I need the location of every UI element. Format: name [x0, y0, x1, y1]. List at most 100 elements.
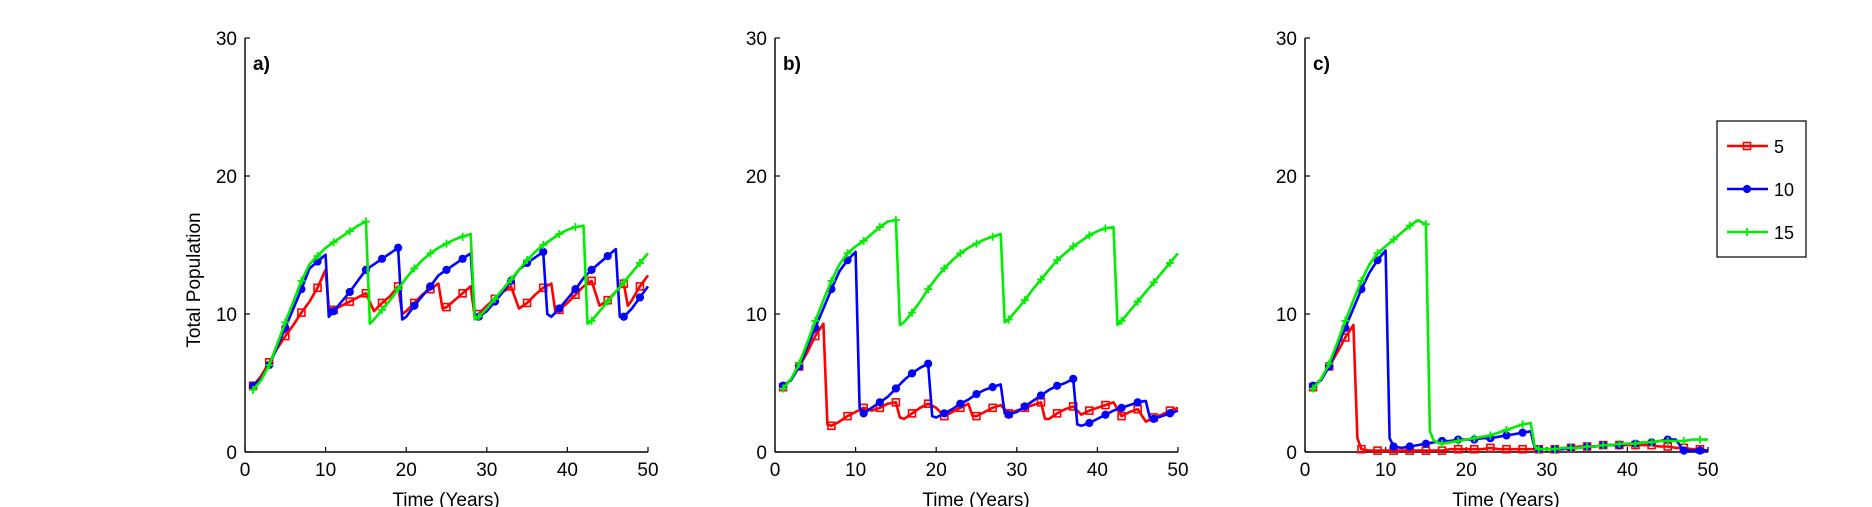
series-10-point	[1421, 439, 1431, 448]
legend-marker-10	[1742, 184, 1752, 194]
x-tick-label: 0	[1300, 460, 1311, 481]
panel-a-label: a)	[253, 54, 270, 75]
x-tick-label: 50	[1697, 460, 1718, 481]
series-15-point	[394, 285, 403, 294]
series-10-point	[442, 265, 451, 274]
series-10-point	[1133, 398, 1142, 407]
series-15-point	[1149, 278, 1158, 287]
panel-b-label: b)	[783, 54, 801, 75]
legend-marker-15	[1743, 228, 1751, 236]
series-10-point	[539, 247, 548, 256]
series-5-point	[1486, 443, 1495, 453]
series-15-point	[378, 305, 387, 314]
series-5-point	[522, 298, 532, 308]
panel-c-x-axis-title: Time (Years)	[1452, 490, 1559, 507]
series-5-line	[782, 322, 1179, 428]
y-tick-label: 10	[746, 305, 767, 326]
series-10-point	[635, 293, 645, 302]
y-tick-label: 30	[746, 29, 767, 50]
series-15-point	[1631, 439, 1640, 448]
x-tick-label: 10	[315, 460, 336, 481]
series-15-point	[345, 227, 354, 236]
series-15-point	[1165, 258, 1174, 267]
series-15-point	[1020, 296, 1029, 305]
series-15-point	[1101, 224, 1110, 233]
series-5-point	[972, 411, 981, 421]
panel-a: a) Time (Years) Total Population 0 10 20 30…	[184, 29, 659, 507]
series-15-point	[635, 258, 644, 267]
series-10-point	[1101, 410, 1110, 419]
series-15-point	[1534, 445, 1543, 454]
legend-label-15: 15	[1774, 223, 1794, 243]
legend-label-10: 10	[1774, 180, 1794, 200]
series-10-point	[619, 312, 628, 321]
y-tick-label: 0	[756, 443, 767, 464]
series-10-point	[587, 265, 596, 274]
x-tick-label: 30	[476, 460, 497, 481]
series-10-point	[329, 307, 338, 316]
series-5-point	[1085, 406, 1094, 415]
series-15-point	[1133, 297, 1142, 306]
series-15-point	[442, 239, 451, 248]
series-5-line	[252, 268, 650, 387]
series-15-point	[940, 264, 949, 273]
x-tick-label: 20	[926, 460, 947, 481]
series-5-point	[891, 398, 901, 407]
series-15-point	[1085, 231, 1094, 240]
series-15-point	[1470, 434, 1479, 443]
x-tick-label: 0	[770, 460, 781, 481]
panel-a-x-axis-title: Time (Years)	[392, 490, 499, 507]
x-tick-label: 50	[637, 460, 658, 481]
series-15-point	[1036, 275, 1045, 284]
x-tick-label: 20	[1456, 460, 1477, 481]
series-5-point	[907, 409, 917, 418]
series-15-point	[956, 249, 965, 258]
series-15-line	[252, 220, 649, 391]
y-tick-label: 20	[746, 167, 767, 188]
series-10-point	[458, 254, 467, 263]
series-15-point	[1325, 359, 1334, 368]
series-15-point	[891, 216, 900, 225]
series-15-point	[1421, 220, 1430, 229]
x-tick-label: 50	[1167, 460, 1188, 481]
series-10-point	[940, 409, 949, 418]
series-15-point	[1389, 235, 1398, 244]
series-10-point	[571, 285, 580, 294]
series-15-point	[1599, 441, 1608, 450]
series-10-point	[1679, 446, 1688, 455]
series-15-point	[875, 223, 884, 232]
series-5-point	[1052, 409, 1062, 418]
series-10-point	[410, 301, 419, 310]
panel-b-plot-area	[778, 216, 1179, 431]
series-10-point	[377, 254, 387, 263]
x-tick-label: 10	[845, 460, 866, 481]
panel-b: b) Time (Years) 0 10 20 30 40 50 0 10 20 30	[746, 29, 1189, 507]
series-5-point	[313, 283, 322, 293]
legend-marker-5	[1742, 141, 1752, 151]
series-15-point	[811, 316, 820, 325]
panel-c-y-ticks: 0 10 20 30	[1276, 29, 1310, 464]
series-5-point	[635, 282, 645, 291]
x-tick-label: 30	[1536, 460, 1557, 481]
y-tick-label: 10	[1276, 305, 1297, 326]
series-10-line	[1312, 249, 1708, 452]
series-10-point	[859, 409, 868, 418]
series-10-point	[1405, 442, 1414, 451]
panel-a-y-axis-title: Total Population	[184, 212, 205, 347]
panel-b-x-axis-title: Time (Years)	[922, 490, 1029, 507]
series-15-point	[523, 256, 532, 265]
legend: 5 10 15	[1716, 120, 1807, 258]
series-10-point	[1020, 402, 1029, 411]
panel-c-x-ticks: 0 10 20 30 40 50	[1300, 447, 1719, 481]
series-10-point	[891, 384, 901, 393]
series-10-point	[1036, 391, 1046, 400]
series-5-point	[1101, 400, 1110, 410]
y-tick-label: 30	[216, 29, 237, 50]
series-5-point	[1373, 446, 1382, 455]
series-15-point	[843, 249, 852, 258]
series-15-point	[1309, 384, 1318, 393]
series-15-point	[313, 252, 322, 261]
panel-c-plot-area	[1308, 218, 1709, 455]
series-15-point	[410, 264, 419, 273]
